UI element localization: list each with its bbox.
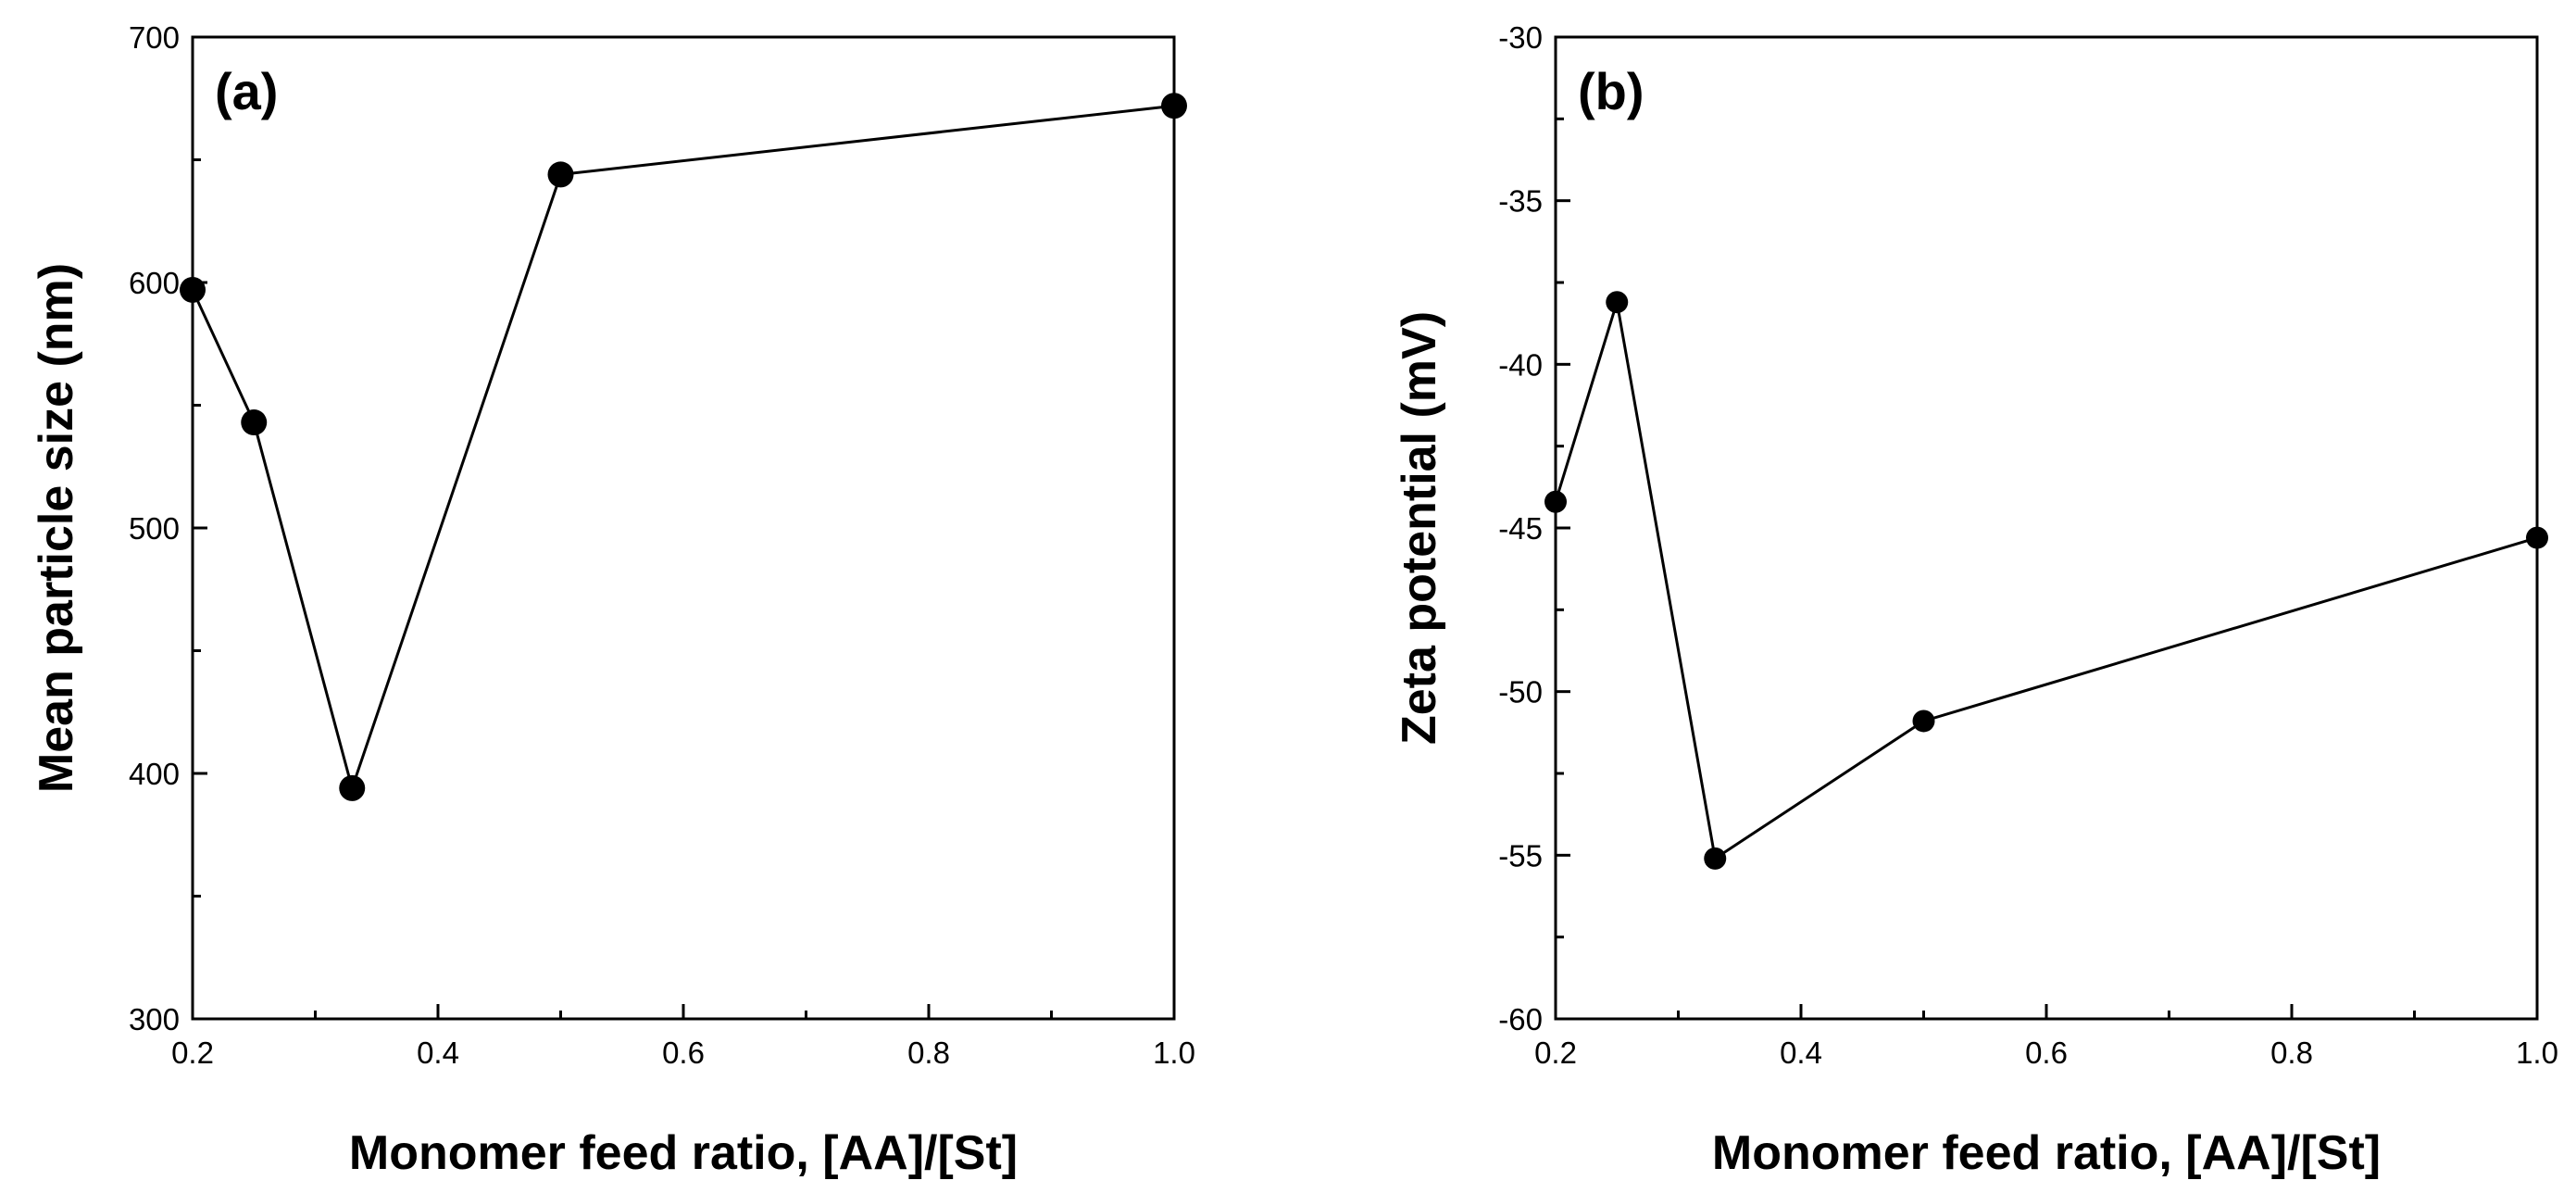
y-tick-label: -45 <box>1498 511 1543 546</box>
data-point <box>2526 526 2548 549</box>
series-line <box>191 104 1175 794</box>
x-tick-label: 0.2 <box>1534 1036 1577 1070</box>
y-axis-title: Mean particle size (nm) <box>30 263 83 793</box>
y-tick-label: 500 <box>129 511 180 546</box>
x-tick-label: 0.4 <box>1780 1036 1822 1070</box>
x-tick-label: 0.6 <box>2025 1036 2068 1070</box>
x-axis-title: Monomer feed ratio, [AA]/[St] <box>349 1126 1018 1180</box>
data-point <box>339 774 366 801</box>
y-tick-label: -55 <box>1498 838 1543 873</box>
x-tick-label: 0.6 <box>662 1036 705 1070</box>
data-point <box>180 276 206 303</box>
data-point <box>1704 847 1727 870</box>
y-tick-label: -40 <box>1498 347 1543 382</box>
x-tick-label: 0.8 <box>907 1036 950 1070</box>
plot-frame <box>191 35 1176 1021</box>
data-point <box>1912 710 1935 733</box>
x-axis-title: Monomer feed ratio, [AA]/[St] <box>1712 1126 2381 1180</box>
y-tick-label: 600 <box>129 266 180 300</box>
y-tick-label: 400 <box>129 757 180 791</box>
plot-frame <box>1554 35 2539 1021</box>
data-point <box>241 409 268 436</box>
panel-a: 0.2 0.4 0.6 0.8 1.0 300 400 500 600 700 Monomer fe… <box>30 20 1195 1180</box>
panel-b: 0.2 0.4 0.6 0.8 1.0 -60 -55 -50 -45 -40 -35 -30 Mono… <box>1393 20 2558 1180</box>
series-line <box>1554 301 2538 861</box>
y-axis-title: Zeta potential (mV) <box>1393 311 1446 745</box>
y-tick-label: -35 <box>1498 184 1543 219</box>
data-point <box>1606 291 1629 314</box>
data-point <box>547 161 574 188</box>
x-tick-label: 0.8 <box>2270 1036 2313 1070</box>
x-tick-label: 0.4 <box>417 1036 459 1070</box>
y-tick-label: -60 <box>1498 1002 1543 1036</box>
data-point <box>1544 490 1567 513</box>
x-tick-label: 0.2 <box>171 1036 214 1070</box>
panel-label: (b) <box>1578 62 1644 120</box>
data-point <box>1161 93 1187 119</box>
panel-label: (a) <box>215 62 278 120</box>
x-tick-label: 1.0 <box>1153 1036 1195 1070</box>
y-tick-label: 300 <box>129 1002 180 1036</box>
y-tick-label: 700 <box>129 20 180 55</box>
y-tick-label: -30 <box>1498 20 1543 55</box>
y-tick-label: -50 <box>1498 675 1543 710</box>
x-tick-label: 1.0 <box>2516 1036 2558 1070</box>
